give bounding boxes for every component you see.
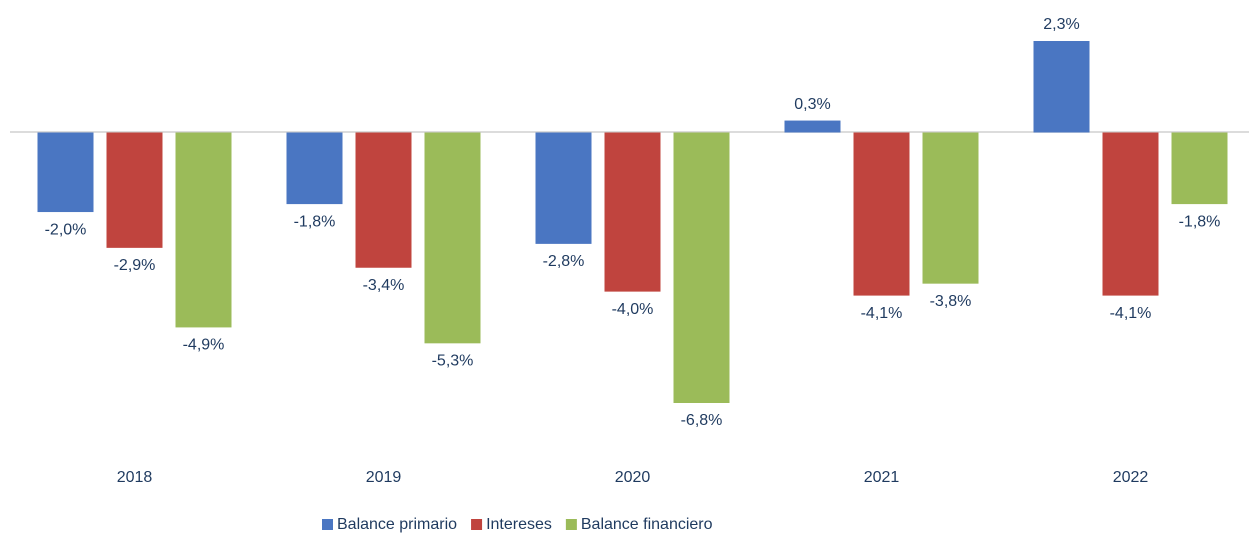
bar	[784, 120, 841, 133]
legend-swatch	[565, 519, 577, 530]
value-label: -2,0%	[45, 221, 87, 238]
bar	[106, 132, 163, 248]
value-label: -4,1%	[1110, 305, 1152, 322]
legend-label: Intereses	[486, 516, 552, 533]
bar	[1171, 132, 1228, 205]
bar	[535, 132, 592, 244]
bar	[922, 132, 979, 284]
value-label: -4,1%	[861, 305, 903, 322]
value-label: -5,3%	[432, 353, 474, 370]
legend-swatch	[471, 519, 483, 530]
bar	[604, 132, 661, 292]
value-label: 0,3%	[794, 96, 830, 113]
bar	[175, 132, 232, 328]
value-label: -2,9%	[114, 257, 156, 274]
value-label: -2,8%	[543, 253, 585, 270]
bar	[673, 132, 730, 403]
bar	[853, 132, 910, 296]
value-label: -4,9%	[183, 337, 225, 354]
legend-swatch	[322, 519, 333, 530]
x-tick-label: 2021	[864, 469, 900, 486]
bar	[37, 132, 94, 213]
value-label: -6,8%	[681, 412, 723, 429]
bar	[1033, 41, 1090, 133]
legend-label: Balance financiero	[581, 516, 713, 533]
value-label: -1,8%	[294, 213, 336, 230]
bar	[286, 132, 343, 205]
bar	[1102, 132, 1159, 296]
value-label: -3,4%	[363, 277, 405, 294]
x-tick-label: 2020	[615, 469, 651, 486]
value-label: -1,8%	[1179, 213, 1221, 230]
x-tick-label: 2018	[117, 469, 153, 486]
value-label: 2,3%	[1043, 16, 1079, 33]
legend-label: Balance primario	[337, 516, 457, 533]
x-tick-label: 2022	[1113, 469, 1149, 486]
value-label: -3,8%	[930, 293, 972, 310]
value-label: -4,0%	[612, 301, 654, 318]
bar	[355, 132, 412, 268]
x-tick-label: 2019	[366, 469, 402, 486]
bar	[424, 132, 481, 344]
